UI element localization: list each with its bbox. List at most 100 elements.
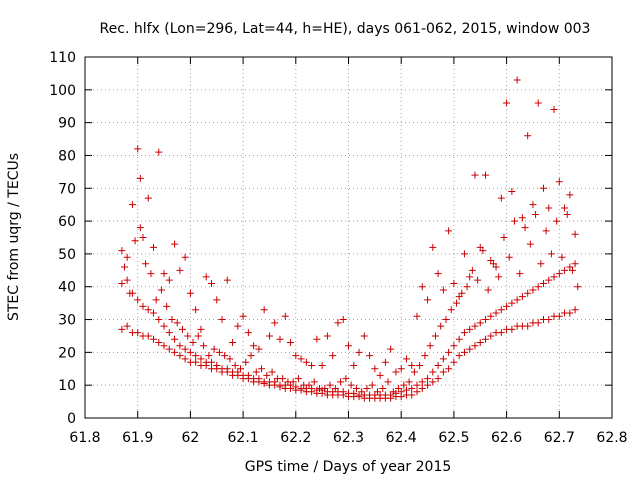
data-point-marker (139, 234, 147, 241)
data-point-marker (118, 247, 126, 255)
data-point-marker (118, 325, 126, 333)
data-point-marker (207, 358, 215, 366)
data-point-marker (563, 211, 571, 219)
data-point-marker (176, 352, 184, 360)
data-point-marker (134, 329, 142, 337)
data-point-marker (561, 266, 569, 274)
data-point-marker (476, 319, 484, 327)
data-point-marker (171, 348, 179, 356)
data-point-marker (503, 99, 511, 107)
data-point-marker (561, 204, 569, 212)
data-point-marker (250, 342, 258, 350)
data-point-marker (197, 325, 205, 333)
data-point-marker (518, 293, 526, 301)
data-point-marker (529, 286, 537, 294)
y-tick-label: 0 (67, 411, 76, 427)
data-point-marker (294, 375, 302, 383)
data-point-marker (555, 312, 563, 320)
data-point-marker (363, 384, 371, 392)
data-point-marker (408, 384, 416, 392)
data-point-marker (397, 365, 405, 373)
data-point-marker (152, 296, 160, 304)
data-point-marker (347, 381, 355, 389)
data-point-marker (121, 263, 129, 271)
data-point-marker (455, 352, 463, 360)
data-point-marker (287, 339, 295, 347)
data-point-marker (453, 299, 461, 307)
data-point-marker (213, 296, 221, 304)
data-point-marker (292, 383, 300, 391)
y-axis-label: STEC from uqrg / TECUs (6, 153, 22, 321)
grid (85, 57, 612, 418)
data-point-marker (339, 316, 347, 324)
data-point-marker (439, 355, 447, 363)
data-point-marker (268, 368, 276, 376)
data-point-marker (242, 358, 250, 366)
data-point-marker (471, 322, 479, 330)
data-point-marker (276, 335, 284, 343)
data-point-marker (542, 227, 550, 235)
data-point-marker (521, 224, 529, 232)
data-point-marker (368, 381, 376, 389)
x-tick-label: 62.5 (438, 430, 469, 446)
data-point-marker (279, 375, 287, 383)
data-point-marker (171, 240, 179, 248)
data-point-marker (534, 99, 542, 107)
data-point-marker (200, 342, 208, 350)
data-point-marker (424, 375, 432, 383)
y-tick-label: 20 (58, 345, 76, 361)
data-point-marker (352, 384, 360, 392)
data-point-marker (202, 273, 210, 281)
data-point-marker (379, 384, 387, 392)
y-tick-label: 30 (58, 313, 76, 329)
y-tick-label: 60 (58, 214, 76, 230)
data-point-marker (418, 384, 426, 392)
data-point-marker (305, 381, 313, 389)
data-point-marker (252, 368, 260, 376)
data-point-marker (447, 306, 455, 314)
data-point-marker (500, 234, 508, 241)
data-point-marker (513, 296, 521, 304)
data-point-marker (545, 276, 553, 284)
data-point-marker (123, 322, 131, 330)
data-point-marker (484, 286, 492, 294)
data-point-marker (463, 283, 471, 291)
data-point-marker (387, 345, 395, 353)
data-point-marker (418, 283, 426, 291)
data-point-marker (126, 289, 134, 297)
data-point-marker (144, 306, 152, 314)
data-point-marker (497, 306, 505, 314)
data-point-marker (350, 361, 358, 369)
data-point-marker (429, 243, 437, 251)
data-point-marker (508, 325, 516, 333)
data-point-marker (487, 312, 495, 320)
x-axis-label: GPS time / Days of year 2015 (245, 459, 452, 475)
data-point-marker (236, 365, 244, 373)
x-tick-label: 61.8 (69, 430, 100, 446)
data-point-marker (155, 316, 163, 324)
data-point-marker (442, 316, 450, 324)
data-point-marker (339, 388, 347, 396)
data-point-marker (545, 204, 553, 212)
data-point-marker (168, 316, 176, 324)
data-point-marker (534, 283, 542, 291)
data-point-marker (445, 348, 453, 356)
data-point-marker (381, 358, 389, 366)
y-tick-label: 110 (49, 50, 76, 66)
data-point-marker (445, 365, 453, 373)
x-tick-label: 62.3 (333, 430, 364, 446)
data-point-marker (524, 322, 532, 330)
data-point-marker (342, 375, 350, 383)
data-point-marker (192, 306, 200, 314)
data-point-marker (455, 335, 463, 343)
data-point-marker (147, 270, 155, 278)
data-point-marker (437, 322, 445, 330)
data-point-marker (476, 339, 484, 347)
data-point-marker (186, 289, 194, 297)
data-point-marker (537, 260, 545, 268)
data-point-marker (260, 306, 268, 314)
data-point-marker (408, 361, 416, 369)
data-point-marker (310, 378, 318, 386)
data-point-marker (511, 217, 519, 225)
